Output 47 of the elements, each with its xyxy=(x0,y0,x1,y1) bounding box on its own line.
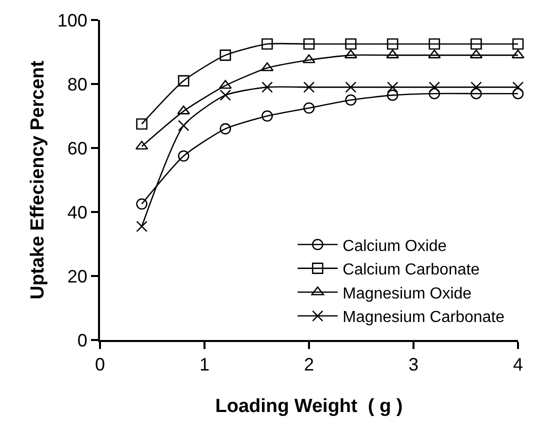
point xyxy=(136,118,148,130)
point xyxy=(386,82,398,93)
y-tick-label: 60 xyxy=(67,138,88,158)
point xyxy=(345,38,356,50)
point xyxy=(386,90,398,101)
x-tick-label: 4 xyxy=(512,354,524,375)
x-axis-title: Loading Weight ( g ) xyxy=(215,396,403,417)
point xyxy=(260,62,274,72)
point xyxy=(470,38,482,50)
point xyxy=(512,38,524,50)
y-tick-label: 40 xyxy=(67,202,88,222)
point xyxy=(262,38,273,50)
point xyxy=(302,54,316,64)
point xyxy=(220,123,232,134)
point xyxy=(220,90,232,101)
legend-label: Calcium Oxide xyxy=(342,238,447,255)
legend-label: Calcium Carbonate xyxy=(342,262,480,279)
point xyxy=(178,150,190,162)
point xyxy=(428,38,440,50)
point xyxy=(470,88,482,100)
point xyxy=(345,94,356,106)
point xyxy=(386,38,398,50)
x-tick-label: 2 xyxy=(304,354,314,375)
point xyxy=(220,50,232,61)
point xyxy=(135,140,148,150)
point xyxy=(218,80,232,89)
x-tick-label: 3 xyxy=(408,354,419,375)
legend-label: Magnesium Oxide xyxy=(342,285,472,302)
point xyxy=(345,82,356,93)
point xyxy=(512,88,524,100)
point xyxy=(178,75,190,86)
y-tick-label: 0 xyxy=(77,330,88,350)
x-tick-label: 0 xyxy=(94,354,106,375)
point xyxy=(136,198,148,210)
legend-label: Magnesium Carbonate xyxy=(342,309,505,326)
y-tick-label: 80 xyxy=(67,74,88,94)
y-tick-label: 20 xyxy=(67,266,88,286)
point xyxy=(262,110,273,122)
point xyxy=(262,82,273,93)
y-tick-label: 100 xyxy=(57,10,88,30)
point xyxy=(136,220,148,232)
y-axis-title: Uptake Effeciency Percent xyxy=(28,60,49,300)
point xyxy=(303,102,315,114)
point xyxy=(428,88,440,100)
x-tick-label: 1 xyxy=(199,354,210,375)
point xyxy=(303,38,315,50)
point xyxy=(303,82,315,93)
